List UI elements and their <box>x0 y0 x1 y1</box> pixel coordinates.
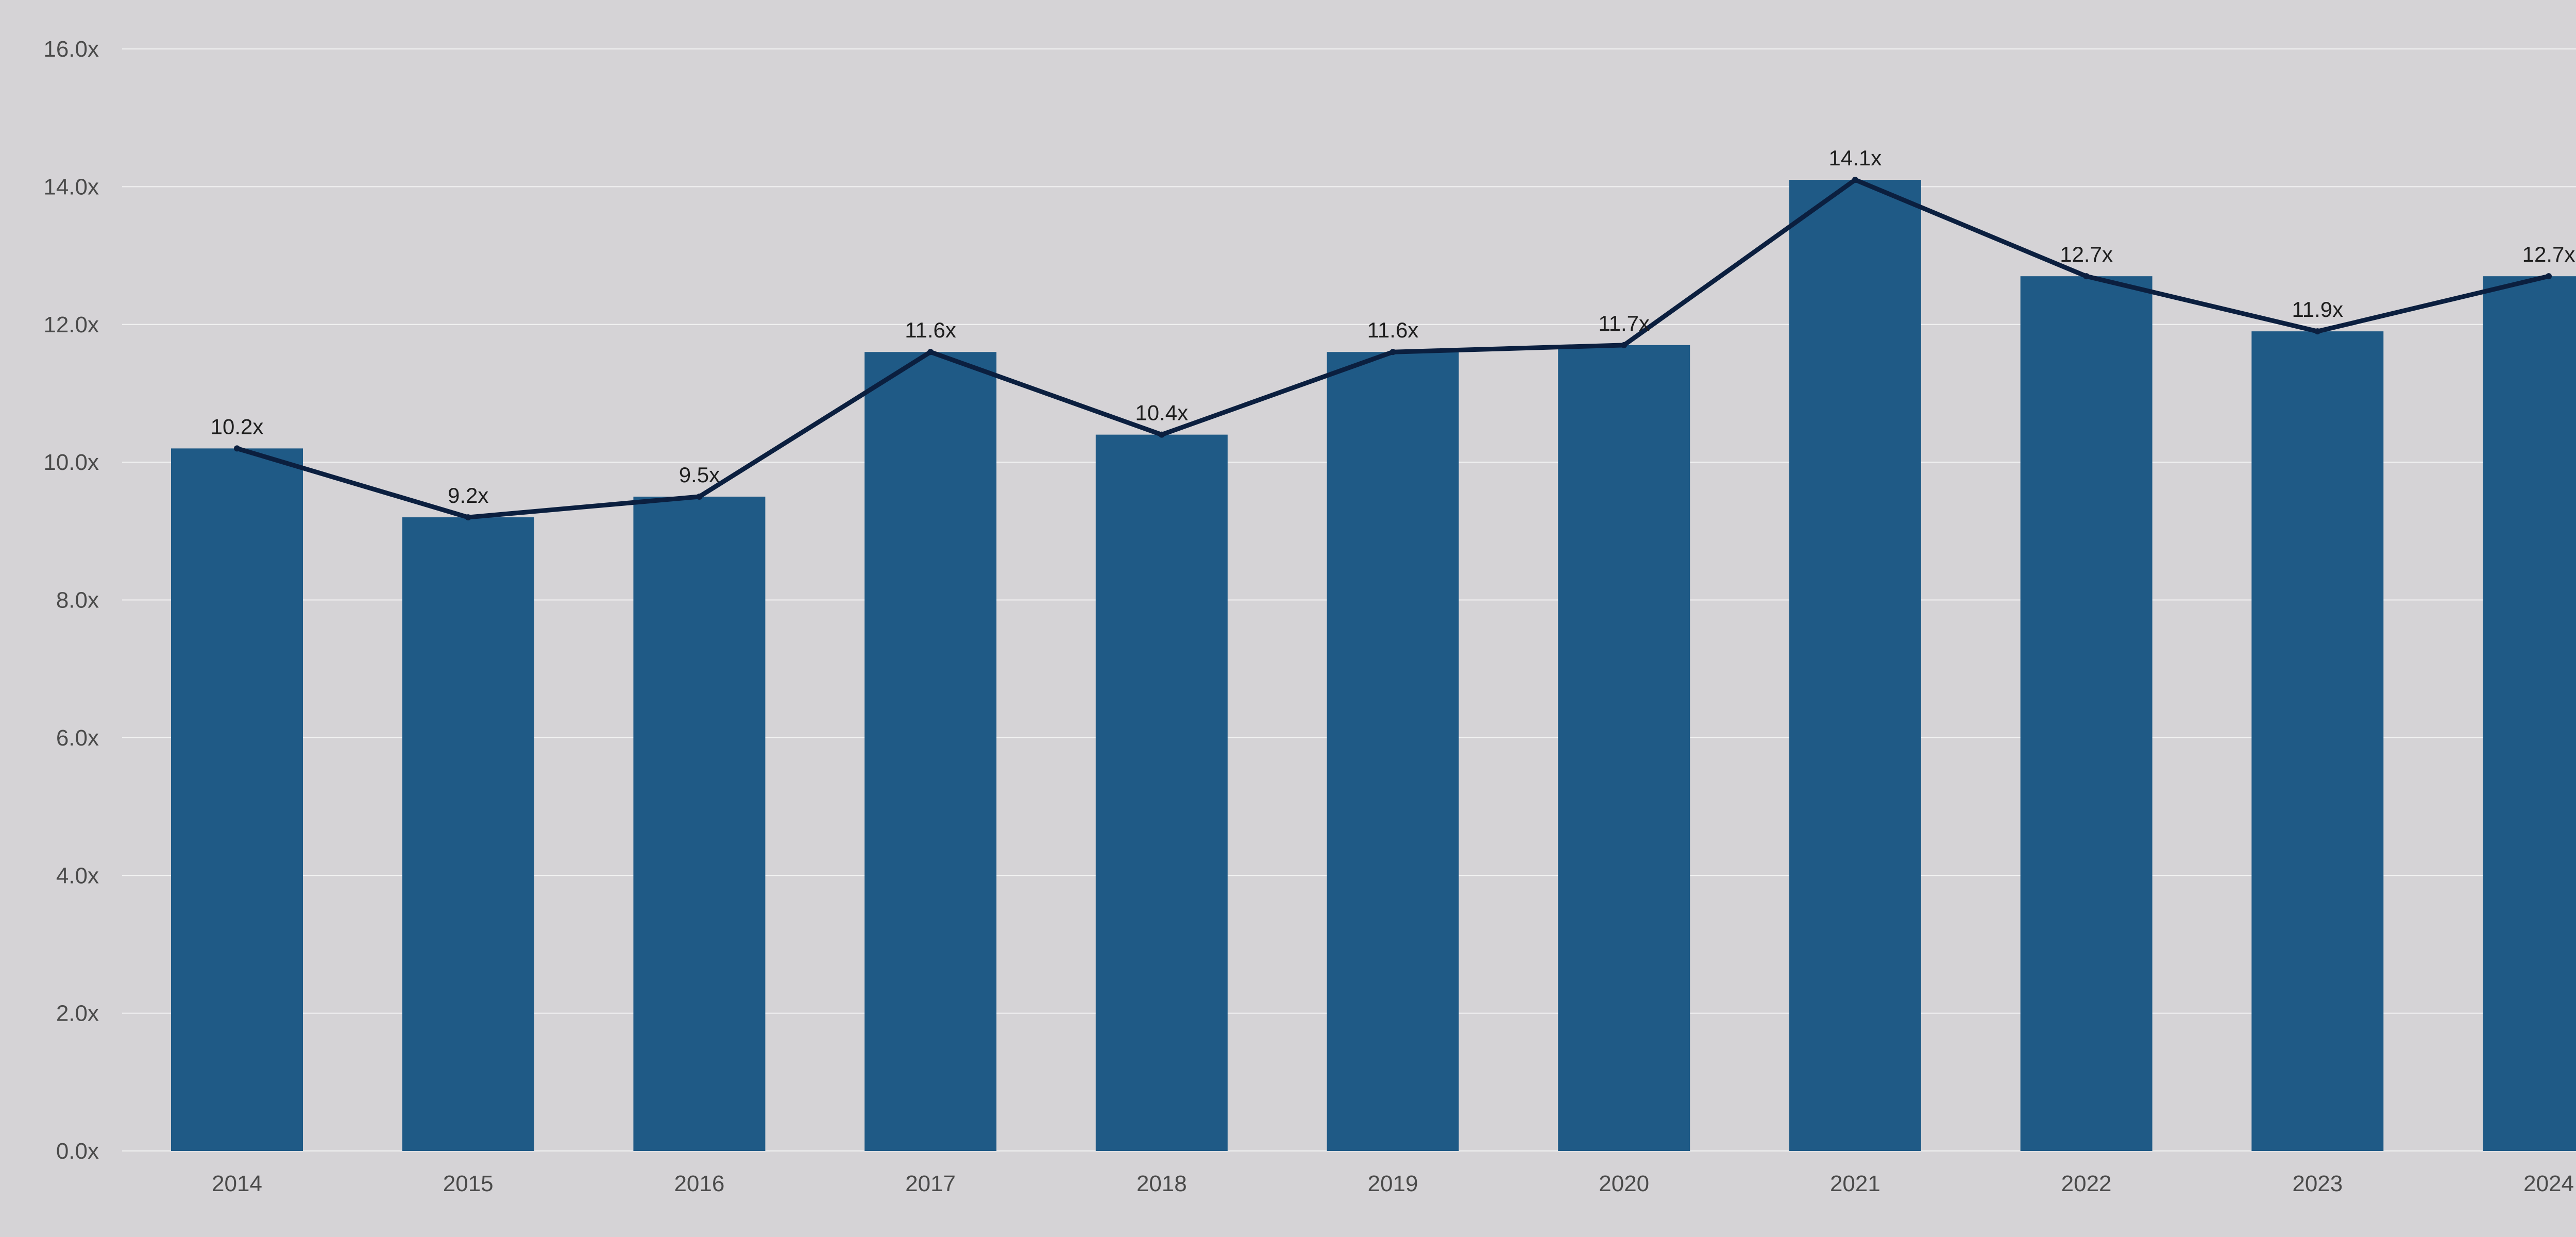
x-tick-label-2017: 2017 <box>905 1171 956 1196</box>
bar-2019 <box>1327 352 1459 1151</box>
data-label-2017: 11.6x <box>905 318 956 342</box>
data-label-2023: 11.9x <box>2292 297 2343 321</box>
line-point-2022 <box>2083 273 2090 280</box>
y-tick-label: 4.0x <box>56 863 99 888</box>
line-point-2017 <box>927 349 934 355</box>
y-tick-label: 14.0x <box>43 174 99 199</box>
data-label-2016: 9.5x <box>679 463 720 487</box>
data-label-2015: 9.2x <box>448 483 488 507</box>
data-label-2018: 10.4x <box>1135 401 1188 425</box>
bar-2022 <box>2020 276 2153 1151</box>
data-label-2021: 14.1x <box>1829 146 1882 170</box>
line-point-2014 <box>234 445 240 452</box>
data-label-2014: 10.2x <box>211 414 264 438</box>
y-tick-label: 12.0x <box>43 312 99 337</box>
bar-2015 <box>402 517 534 1151</box>
x-tick-label-2015: 2015 <box>443 1171 494 1196</box>
x-tick-label-2014: 2014 <box>212 1171 262 1196</box>
y-tick-label: 6.0x <box>56 725 99 751</box>
line-point-2020 <box>1621 342 1628 348</box>
x-tick-label-2023: 2023 <box>2292 1171 2343 1196</box>
line-layer <box>234 177 2552 521</box>
bar-2023 <box>2251 331 2384 1151</box>
x-tick-label-2024: 2024 <box>2523 1171 2574 1196</box>
line-point-2018 <box>1158 431 1165 438</box>
y-tick-label: 16.0x <box>43 37 99 62</box>
x-tick-label-2022: 2022 <box>2061 1171 2112 1196</box>
bar-2020 <box>1558 345 1690 1151</box>
x-tick-label-2020: 2020 <box>1599 1171 1649 1196</box>
line-point-2016 <box>696 493 703 500</box>
bar-2017 <box>865 352 997 1151</box>
bars-layer <box>171 180 2576 1151</box>
x-tick-label-2018: 2018 <box>1137 1171 1187 1196</box>
line-point-2023 <box>2314 328 2321 335</box>
y-axis: 0.0x 2.0x 4.0x 6.0x 8.0x 10.0x 12.0x 14.0x 16.0x <box>43 37 99 1164</box>
x-tick-label-2016: 2016 <box>674 1171 724 1196</box>
data-label-2019: 11.6x <box>1367 318 1419 342</box>
bar-2014 <box>171 448 303 1151</box>
x-tick-label-2021: 2021 <box>1830 1171 1880 1196</box>
line-point-2024 <box>2546 273 2552 280</box>
data-labels-layer: 10.2x 9.2x 9.5x 11.6x 10.4x 11.6x 11.7x 14.1x 12… <box>211 146 2575 507</box>
x-tick-label-2019: 2019 <box>1368 1171 1418 1196</box>
data-label-2022: 12.7x <box>2060 242 2113 266</box>
data-label-2024: 12.7x <box>2522 242 2575 266</box>
line-point-2019 <box>1389 349 1396 355</box>
y-tick-label: 0.0x <box>56 1139 99 1164</box>
bar-2018 <box>1095 434 1228 1151</box>
data-label-2020: 11.7x <box>1598 311 1650 335</box>
x-axis: 2014 2015 2016 2017 2018 2019 2020 2021 2022 2023… <box>212 1171 2574 1196</box>
bar-2016 <box>633 496 766 1151</box>
line-point-2015 <box>465 514 471 521</box>
y-tick-label: 10.0x <box>43 450 99 475</box>
y-tick-label: 2.0x <box>56 1001 99 1026</box>
bar-2024 <box>2483 276 2576 1151</box>
bar-2021 <box>1789 180 1921 1151</box>
line-point-2021 <box>1852 177 1858 183</box>
y-tick-label: 8.0x <box>56 588 99 613</box>
